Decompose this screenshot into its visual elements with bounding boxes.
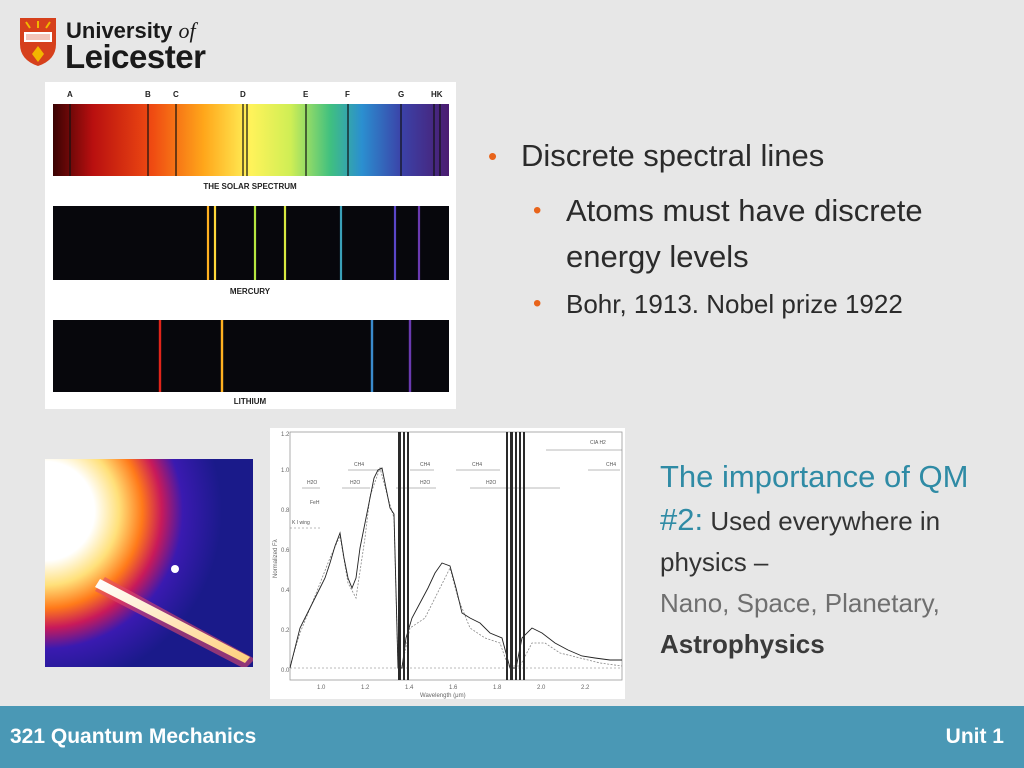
model-curve: [289, 466, 623, 667]
y-tick: 0.2: [281, 628, 290, 634]
x-tick: 1.4: [405, 685, 414, 691]
y-tick: 0.0: [281, 668, 290, 674]
bullet-dot-icon: •: [533, 197, 542, 224]
note-title: The importance of QM #2:: [660, 459, 969, 537]
importance-note: The importance of QM #2: Used everywhere…: [660, 456, 1010, 665]
y-tick: 0.6: [281, 548, 290, 554]
spectrum-letter: F: [345, 90, 350, 99]
y-axis-label: Normalized Fλ: [273, 539, 279, 578]
note-astrophysics: Astrophysics: [660, 629, 825, 659]
unit-label: Unit 1: [945, 725, 1004, 748]
solar-spectrum: [53, 104, 449, 176]
footer-bar: 321 Quantum Mechanics Unit 1: [0, 706, 1024, 768]
solar-spectrum-label: THE SOLAR SPECTRUM: [203, 182, 297, 191]
bullet-item: • Discrete spectral lines: [488, 136, 1008, 176]
x-tick: 2.2: [581, 685, 590, 691]
bullet-list: • Discrete spectral lines • Atoms must hav…: [488, 136, 1008, 322]
spectra-figure: A B C D E F G HK THE SOLAR SPECTRUM: [45, 82, 456, 409]
lithium-spectrum: [53, 320, 449, 392]
comet-image: [45, 459, 255, 669]
lithium-label: LITHIUM: [234, 397, 267, 406]
annotation: CH4: [354, 462, 364, 468]
observed-curve: [289, 467, 622, 669]
spectrum-letter: A: [67, 90, 73, 99]
bullet-subitem: • Bohr, 1913. Nobel prize 1922: [488, 286, 1008, 322]
spectrum-letter: B: [145, 90, 151, 99]
y-tick: 1.2: [281, 432, 290, 438]
note-fields: Nano, Space, Planetary,: [660, 588, 940, 618]
logo-university: University of: [66, 18, 196, 43]
annotation: FeH: [310, 500, 320, 506]
spectrum-letter: D: [240, 90, 246, 99]
annotation: CH4: [472, 462, 482, 468]
spectrum-letter: C: [173, 90, 179, 99]
y-tick: 1.0: [281, 468, 290, 474]
annotation: H2O: [350, 480, 360, 486]
mercury-label: MERCURY: [230, 287, 271, 296]
y-tick: 0.4: [281, 588, 290, 594]
x-tick: 2.0: [537, 685, 546, 691]
spectrum-plot: 1.2 1.0 0.8 0.6 0.4 0.2 0.0 1.0 1.2 1.4 …: [270, 428, 625, 699]
annotation: CH4: [606, 462, 616, 468]
spectrum-letter: E: [303, 90, 309, 99]
annotation: H2O: [307, 480, 317, 486]
logo-leicester: Leicester: [65, 38, 206, 75]
annotation: CIA H2: [590, 440, 606, 446]
annotation: H2O: [420, 480, 430, 486]
note-text: Used everywhere in physics –: [660, 506, 941, 577]
course-title: 321 Quantum Mechanics: [10, 725, 257, 748]
annotation: K I wing: [292, 520, 310, 526]
y-tick: 0.8: [281, 508, 290, 514]
x-tick: 1.6: [449, 685, 458, 691]
shield-icon: [20, 18, 56, 66]
spectrum-letter: G: [398, 90, 404, 99]
x-axis-label: Wavelength (μm): [420, 693, 466, 699]
annotation: H2O: [486, 480, 496, 486]
x-tick: 1.0: [317, 685, 326, 691]
bullet-subitem: • Atoms must have discrete energy levels: [488, 188, 1006, 280]
university-logo: University of Leicester: [18, 16, 228, 75]
spectrum-letter: HK: [431, 90, 443, 99]
x-tick: 1.8: [493, 685, 502, 691]
bullet-dot-icon: •: [533, 290, 542, 317]
x-tick: 1.2: [361, 685, 370, 691]
annotation: CH4: [420, 462, 430, 468]
mercury-spectrum: [53, 206, 449, 280]
bullet-dot-icon: •: [488, 141, 498, 171]
